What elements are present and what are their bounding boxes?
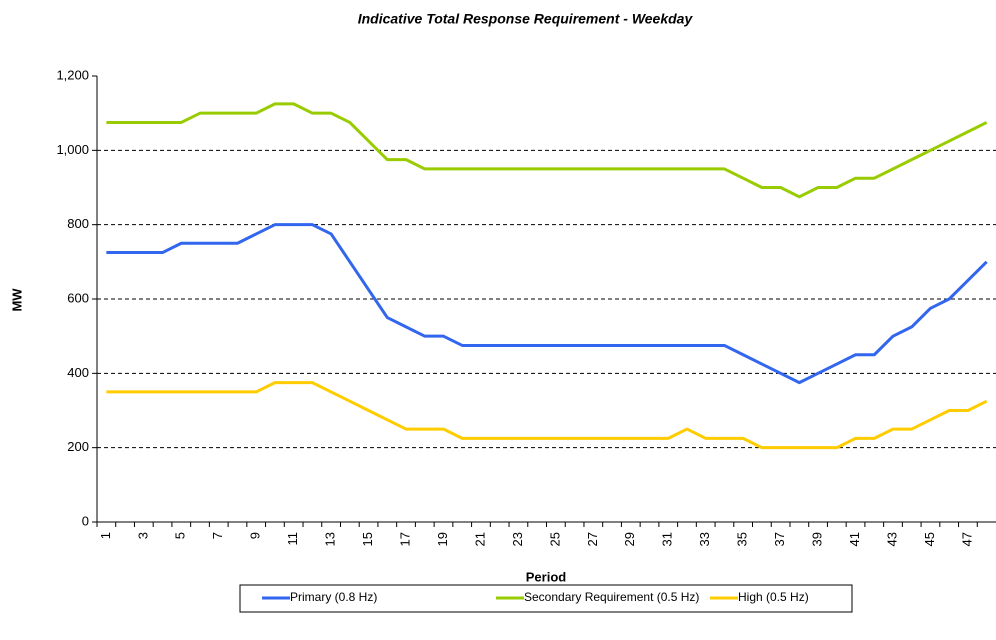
x-tick-label: 33 [697,532,712,546]
chart-title: Indicative Total Response Requirement - … [358,11,694,27]
x-tick-label: 21 [472,532,487,546]
x-tick-label: 7 [210,532,225,539]
x-tick-label: 43 [884,532,899,546]
x-tick-label: 5 [173,532,188,539]
x-tick-label: 25 [547,532,562,546]
series-line [106,381,988,450]
y-tick-label: 400 [67,365,89,380]
x-tick-label: 35 [735,532,750,546]
x-tick-label: 13 [323,532,338,546]
legend-box [239,584,853,613]
y-tick-label: 800 [67,216,89,231]
series-line [106,223,988,385]
x-tick-label: 39 [810,532,825,546]
series-line [106,102,988,199]
x-tick-label: 27 [585,532,600,546]
x-tick-label: 23 [510,532,525,546]
legend-label: Secondary Requirement (0.5 Hz) [524,590,699,604]
x-tick-label: 19 [435,532,450,546]
x-tick-label: 15 [360,532,375,546]
x-tick-label: 37 [772,532,787,546]
y-axis-label: MW [9,288,24,312]
x-tick-label: 9 [248,532,263,539]
x-tick-label: 29 [622,532,637,546]
x-axis-label: Period [526,569,567,584]
y-tick-label: 1,200 [56,67,89,82]
legend-label: High (0.5 Hz) [738,590,809,604]
legend-label: Primary (0.8 Hz) [290,590,377,604]
y-tick-label: 1,000 [56,142,89,157]
y-tick-label: 0 [82,513,89,528]
x-tick-label: 3 [135,532,150,539]
x-tick-label: 17 [397,532,412,546]
x-tick-label: 47 [959,532,974,546]
x-tick-label: 41 [847,532,862,546]
y-tick-label: 200 [67,439,89,454]
x-tick-label: 31 [660,532,675,546]
y-tick-label: 600 [67,290,89,305]
x-tick-label: 45 [922,532,937,546]
x-tick-label: 11 [285,532,300,546]
x-tick-label: 1 [98,532,113,539]
